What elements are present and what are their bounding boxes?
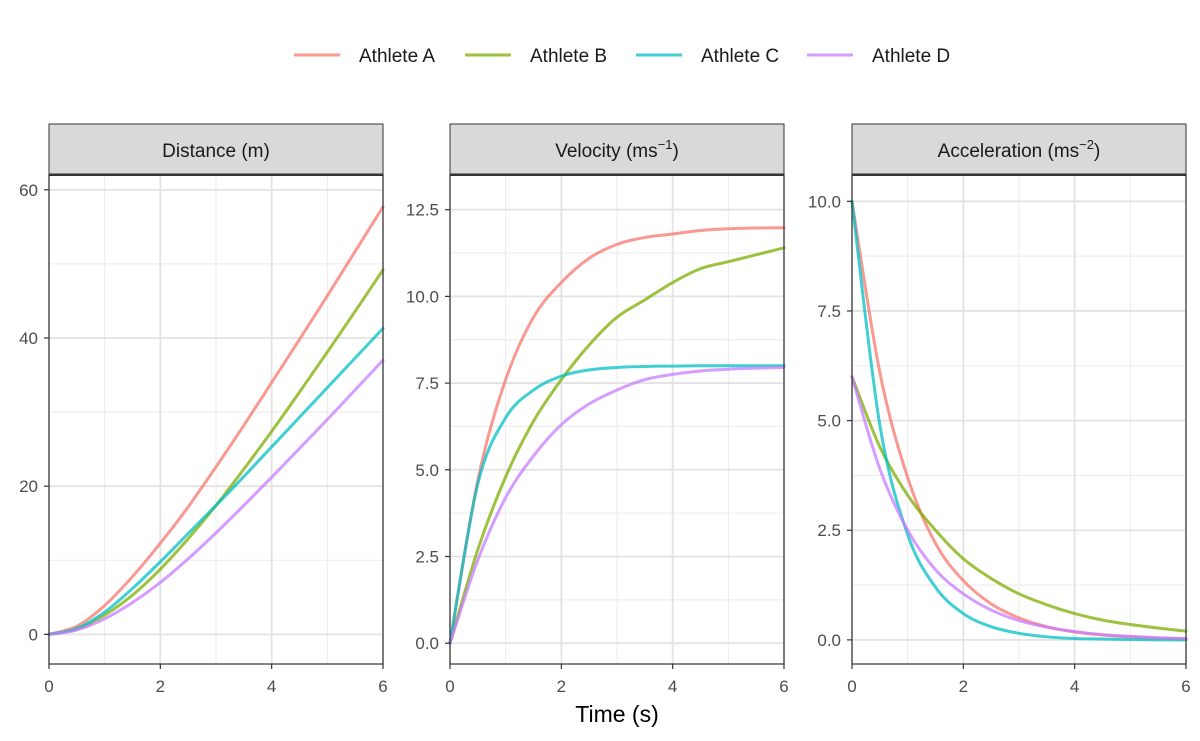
x-tick-label: 0 xyxy=(847,677,856,696)
x-tick-label: 4 xyxy=(668,677,677,696)
legend-label-athlete-d: Athlete D xyxy=(872,46,950,67)
strip-label-text: Distance (m) xyxy=(162,141,270,162)
strip-label-text: Acceleration (ms xyxy=(938,141,1080,162)
y-tick-label: 40 xyxy=(19,329,38,348)
series-lines xyxy=(47,205,385,636)
y-tick-label: 10.0 xyxy=(406,287,439,306)
y-tick-label: 7.5 xyxy=(817,302,841,321)
x-tick-label: 2 xyxy=(156,677,165,696)
strip-label-acceleration: Acceleration (ms−2) xyxy=(938,137,1101,162)
series-line-athlete-a xyxy=(448,226,786,645)
legend-label-athlete-b: Athlete B xyxy=(530,46,607,67)
x-tick-label: 0 xyxy=(445,677,454,696)
legend: Athlete A Athlete B Athlete C Athlete D xyxy=(294,46,950,67)
x-tick-label: 2 xyxy=(959,677,968,696)
strip-background xyxy=(851,123,1187,175)
series-line-athlete-c xyxy=(448,364,786,645)
panel-velocity: Velocity (ms−1) 0 2 4 6 0.0 2.5 5.0 7.5 10.0 12.5 xyxy=(406,123,789,696)
series-line-athlete-c xyxy=(47,326,385,636)
y-tick-label: 60 xyxy=(19,181,38,200)
legend-item-athlete-b: Athlete B xyxy=(465,46,607,67)
y-tick-label: 0.0 xyxy=(415,634,439,653)
strip-label-close: ) xyxy=(1094,141,1100,162)
y-tick-label: 7.5 xyxy=(415,374,439,393)
legend-label-athlete-c: Athlete C xyxy=(701,46,779,67)
y-tick-label: 2.5 xyxy=(817,521,841,540)
x-tick-label: 4 xyxy=(1070,677,1079,696)
strip-label-superscript: −2 xyxy=(1079,137,1094,152)
x-axis-title: Time (s) xyxy=(575,701,658,727)
strip-label-close: ) xyxy=(672,141,678,162)
series-line-athlete-d xyxy=(850,375,1188,641)
legend-item-athlete-a: Athlete A xyxy=(294,46,435,67)
strip-label-text: Velocity (ms xyxy=(555,141,657,162)
y-tick-label: 5.0 xyxy=(415,461,439,480)
x-tick-label: 2 xyxy=(557,677,566,696)
series-lines xyxy=(448,226,786,645)
x-tick-label: 6 xyxy=(1181,677,1190,696)
axes: 0 2 4 6 0.0 2.5 5.0 7.5 10.0 12.5 xyxy=(406,201,789,696)
x-tick-label: 0 xyxy=(44,677,53,696)
series-line-athlete-b xyxy=(448,246,786,645)
legend-label-athlete-a: Athlete A xyxy=(359,46,435,67)
series-line-athlete-b xyxy=(850,375,1188,633)
series-line-athlete-d xyxy=(47,358,385,636)
legend-item-athlete-d: Athlete D xyxy=(807,46,950,67)
y-tick-label: 2.5 xyxy=(415,547,439,566)
series-lines xyxy=(850,199,1188,642)
strip-label-superscript: −1 xyxy=(658,137,673,152)
y-tick-label: 12.5 xyxy=(406,201,439,220)
x-tick-label: 4 xyxy=(267,677,276,696)
y-tick-label: 10.0 xyxy=(808,192,841,211)
axes: 0 2 4 6 0.0 2.5 5.0 7.5 10.0 xyxy=(808,192,1191,696)
x-tick-label: 6 xyxy=(779,677,788,696)
y-tick-label: 0.0 xyxy=(817,631,841,650)
series-line-athlete-a xyxy=(47,205,385,636)
series-line-athlete-d xyxy=(448,365,786,645)
strip-label-velocity: Velocity (ms−1) xyxy=(555,137,679,162)
strip-background xyxy=(48,123,384,175)
y-tick-label: 5.0 xyxy=(817,412,841,431)
series-line-athlete-c xyxy=(850,199,1188,642)
legend-item-athlete-c: Athlete C xyxy=(636,46,779,67)
y-tick-label: 20 xyxy=(19,477,38,496)
strip-label-distance: Distance (m) xyxy=(162,141,270,162)
panel-acceleration: Acceleration (ms−2) 0 2 4 6 0.0 2.5 5.0 7.5 10.0 xyxy=(808,123,1191,696)
y-tick-label: 0 xyxy=(29,625,38,644)
x-tick-label: 6 xyxy=(378,677,387,696)
